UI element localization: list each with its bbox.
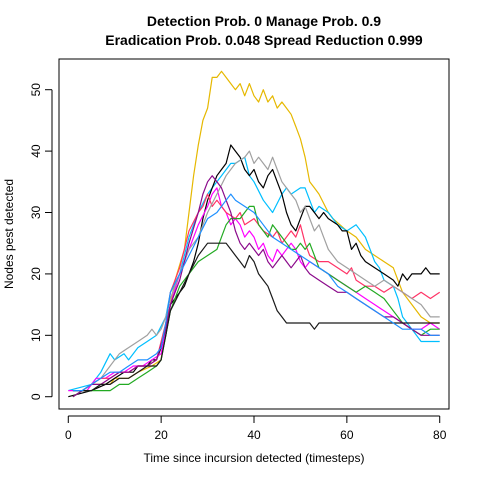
series-line-6: [72, 205, 440, 398]
x-axis: 0 20 40 60 80: [65, 415, 447, 442]
y-tick-label: 0: [29, 393, 43, 400]
x-tick-label: 20: [154, 428, 168, 442]
x-tick-label: 0: [65, 428, 72, 442]
y-axis: 0 10 20 30 40 50: [29, 83, 53, 400]
series-line-4: [68, 187, 441, 392]
chart-title-line-1: Detection Prob. 0 Manage Prob. 0.9: [147, 13, 381, 29]
series-layer: [68, 70, 441, 398]
y-tick-label: 10: [29, 328, 43, 342]
plot-frame: [58, 58, 450, 410]
y-tick-label: 50: [29, 83, 43, 97]
y-tick-label: 20: [29, 267, 43, 281]
chart-title-line-2: Eradication Prob. 0.048 Spread Reduction…: [105, 32, 423, 48]
series-line-10: [72, 193, 440, 392]
series-line-2: [68, 156, 440, 392]
x-tick-label: 60: [340, 428, 354, 442]
series-line-9: [72, 242, 440, 392]
x-tick-label: 80: [433, 428, 447, 442]
y-tick-label: 40: [29, 144, 43, 158]
x-axis-label: Time since incursion detected (timesteps…: [144, 451, 365, 465]
x-tick-label: 40: [247, 428, 261, 442]
y-axis-label: Nodes pest detected: [2, 179, 16, 289]
y-tick-label: 30: [29, 206, 43, 220]
series-line-7: [72, 150, 440, 392]
